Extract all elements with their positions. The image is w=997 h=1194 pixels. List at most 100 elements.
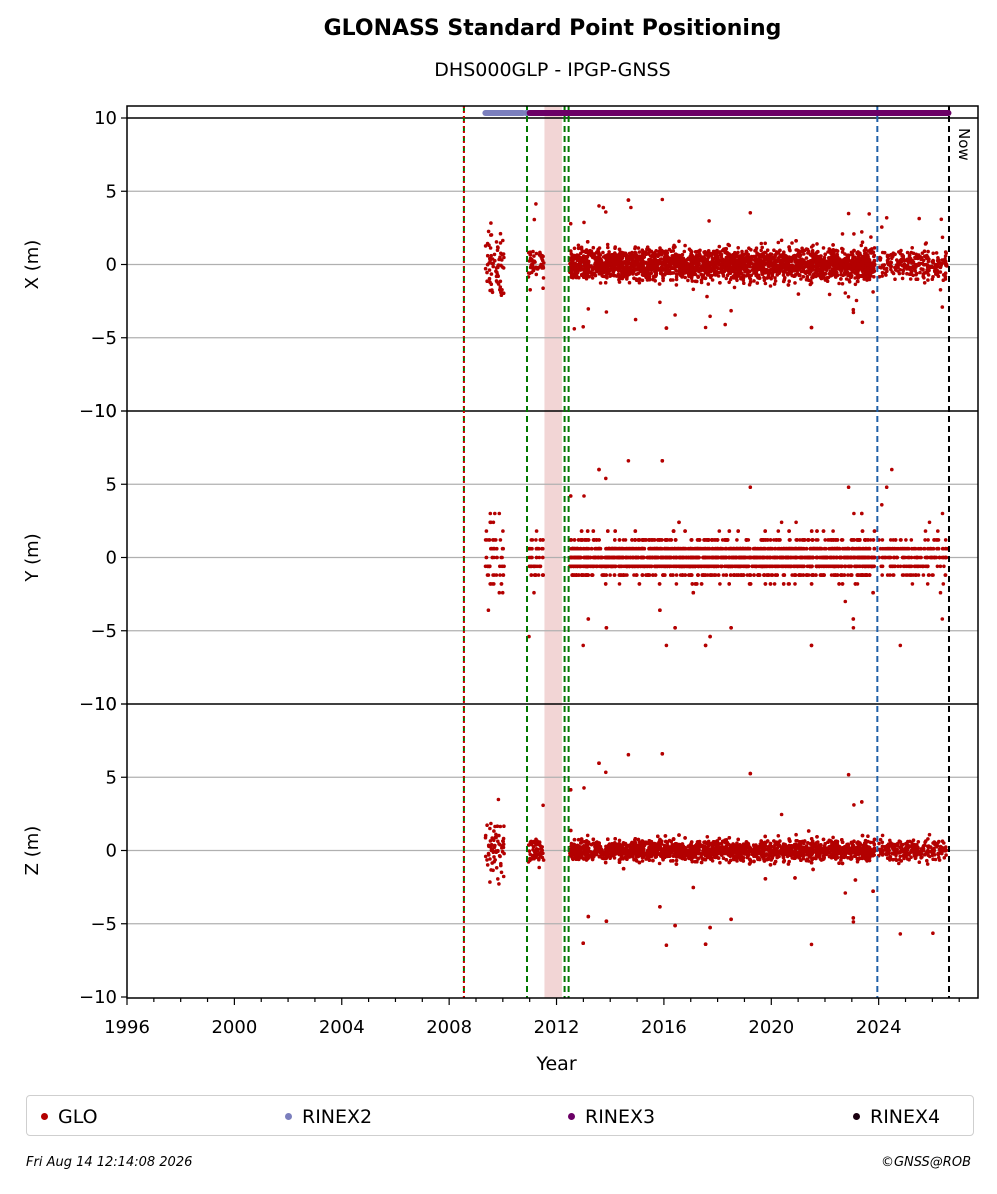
glo-point: [782, 278, 787, 282]
glo-point: [489, 253, 494, 258]
glo-point: [682, 249, 687, 254]
glo-point: [821, 271, 826, 275]
glo-point: [754, 246, 759, 250]
glo-point: [901, 271, 905, 276]
glo-point: [528, 546, 533, 551]
glo-point: [669, 278, 673, 282]
glo-point: [709, 275, 713, 280]
glo-point: [831, 251, 836, 255]
glo-point: [667, 262, 672, 267]
glo-point: [843, 291, 848, 295]
glo-point: [821, 276, 825, 280]
glo-point: [846, 273, 850, 278]
glo-point: [786, 267, 790, 272]
glo-point: [854, 298, 859, 303]
glo-point: [799, 262, 803, 267]
glo-point: [534, 272, 539, 277]
glo-point: [490, 261, 494, 266]
glo-point: [485, 279, 489, 284]
glo-point: [541, 266, 546, 270]
glo-point: [755, 281, 760, 285]
glo-point: [870, 247, 874, 251]
glo-point: [572, 246, 577, 251]
glo-point: [701, 257, 706, 262]
glo-point: [839, 277, 843, 281]
glo-point: [637, 250, 642, 254]
glo-point: [601, 250, 605, 255]
glo-point: [880, 225, 884, 229]
glo-point: [488, 520, 493, 525]
glo-point: [872, 275, 876, 279]
glo-point: [541, 546, 545, 551]
glo-point: [724, 258, 728, 262]
glo-point: [493, 258, 497, 263]
glo-point: [627, 267, 632, 271]
glo-point: [603, 268, 607, 273]
glo-point: [786, 256, 791, 260]
glo-point: [936, 274, 941, 279]
glo-point: [702, 263, 706, 268]
glo-point: [878, 258, 883, 262]
glo-point: [896, 265, 900, 270]
glo-point: [872, 246, 877, 250]
glo-point: [693, 279, 698, 284]
glo-point: [488, 246, 493, 250]
glo-point: [718, 582, 722, 586]
glo-point: [814, 251, 819, 255]
glo-point: [710, 262, 714, 267]
y-tick-label: 5: [106, 474, 117, 495]
glo-point: [812, 256, 816, 261]
glo-point: [575, 255, 580, 259]
glo-point: [541, 286, 545, 291]
glo-point: [488, 256, 492, 261]
glo-point: [745, 254, 750, 258]
glo-point: [703, 325, 708, 330]
glo-point: [944, 251, 948, 255]
glo-point: [712, 272, 717, 277]
glo-point: [500, 590, 505, 595]
glo-point: [943, 271, 948, 276]
glo-point: [763, 269, 767, 274]
glo-point: [696, 275, 700, 279]
glo-point: [671, 245, 676, 249]
glo-point: [620, 272, 624, 276]
glo-point: [843, 256, 848, 261]
glo-point: [800, 258, 805, 263]
glo-point: [872, 258, 877, 263]
glo-point: [500, 546, 505, 551]
glo-point: [613, 267, 617, 271]
glo-point: [745, 273, 750, 277]
glo-point: [494, 274, 499, 279]
glo-point: [569, 252, 574, 256]
glo-point: [926, 278, 930, 282]
glo-point: [496, 246, 500, 250]
glo-point: [905, 271, 909, 276]
glo-point: [501, 573, 506, 577]
glo-point: [837, 281, 841, 286]
glo-point: [900, 276, 905, 281]
glo-point: [487, 268, 492, 272]
glo-point: [786, 283, 791, 287]
glo-point: [822, 255, 827, 260]
glo-point: [683, 271, 687, 275]
y-tick-label: 10: [94, 401, 117, 422]
glo-point: [598, 261, 603, 266]
glo-point: [777, 254, 782, 259]
glo-point: [723, 247, 727, 251]
glo-point: [824, 263, 829, 268]
glo-point: [739, 276, 743, 281]
glo-point: [657, 282, 662, 286]
glo-point: [532, 217, 537, 222]
glo-point: [528, 252, 532, 257]
glo-point: [931, 275, 935, 279]
glo-point: [794, 265, 799, 270]
glo-point: [727, 243, 732, 248]
glo-point: [584, 248, 589, 252]
glo-point: [776, 529, 781, 533]
glo-point: [630, 258, 634, 262]
glo-point: [840, 246, 844, 251]
glo-point: [483, 564, 488, 569]
glo-point: [865, 262, 870, 267]
glo-point: [687, 271, 691, 275]
glo-point: [772, 262, 777, 267]
